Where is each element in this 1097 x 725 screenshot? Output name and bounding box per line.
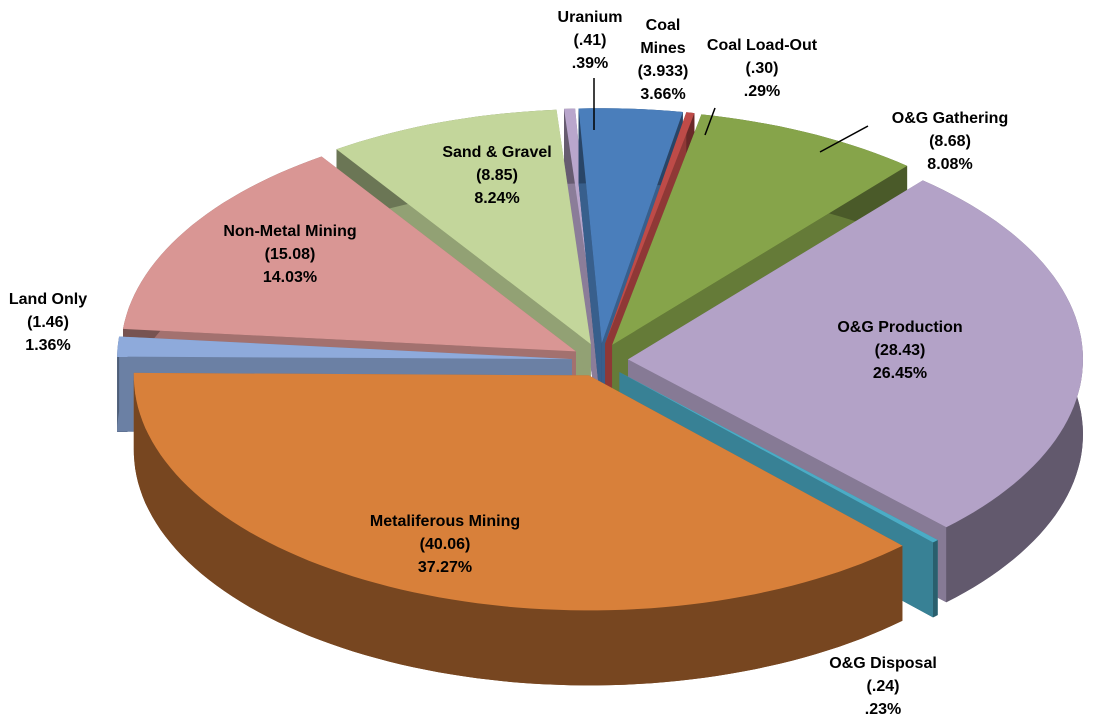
- label-name: Sand & Gravel: [442, 144, 552, 161]
- slice-top: [605, 112, 695, 344]
- slice: [133, 372, 903, 686]
- label-percent: 1.36%: [25, 337, 71, 354]
- label-name: Coal Mines: [640, 17, 686, 57]
- slice-top: [578, 108, 683, 344]
- slice-top: [628, 180, 1083, 528]
- slice-top: [133, 372, 903, 611]
- label-value: (15.08): [264, 246, 316, 263]
- label-name: O&G Disposal: [829, 655, 937, 672]
- label-percent: .29%: [743, 83, 781, 100]
- slice-label: Non-Metal Mining (15.08) 14.03%: [223, 220, 356, 289]
- label-percent: 8.08%: [927, 156, 973, 173]
- slice-wall: [133, 372, 903, 686]
- slice-top: [117, 336, 572, 360]
- label-name: Non-Metal Mining: [223, 223, 357, 240]
- leader-line: [704, 107, 716, 136]
- slice-top: [619, 372, 938, 543]
- slice-label: Sand & Gravel (8.85) 8.24%: [442, 141, 551, 210]
- slice-top: [336, 109, 591, 345]
- slice-wall: [933, 540, 938, 618]
- label-value: (.41): [573, 32, 607, 49]
- label-value: (8.68): [929, 133, 971, 150]
- label-percent: .39%: [571, 55, 609, 72]
- label-percent: .23%: [864, 701, 902, 718]
- label-value: (.30): [745, 60, 779, 77]
- slice-label: O&G Production (28.43) 26.45%: [837, 316, 962, 385]
- label-percent: 37.27%: [417, 559, 473, 576]
- label-percent: 8.24%: [474, 190, 520, 207]
- slice-label: O&G Gathering (8.68) 8.08%: [892, 107, 1008, 176]
- slice-label: Metaliferous Mining (40.06) 37.27%: [370, 510, 520, 579]
- label-name: Uranium: [557, 9, 623, 26]
- slice-top: [612, 114, 908, 345]
- label-name: Coal Load-Out: [706, 37, 818, 54]
- label-value: (28.43): [874, 342, 926, 359]
- slice-label: O&G Disposal (.24) .23%: [829, 652, 937, 721]
- label-value: (1.46): [27, 314, 69, 331]
- label-value: (8.85): [476, 167, 518, 184]
- slice-label: Coal Mines (3.933) 3.66%: [633, 14, 693, 106]
- slice-top: [123, 156, 576, 352]
- label-value: (.24): [866, 678, 900, 695]
- label-name: O&G Gathering: [891, 110, 1009, 127]
- label-value: (40.06): [419, 536, 471, 553]
- slice-label: Coal Load-Out (.30) .29%: [707, 34, 817, 103]
- slice-wall: [117, 336, 120, 432]
- label-name: Metaliferous Mining: [369, 513, 521, 530]
- label-percent: 26.45%: [872, 365, 928, 382]
- slice-label: Uranium (.41) .39%: [558, 6, 623, 75]
- label-percent: 14.03%: [262, 269, 318, 286]
- leader-line: [819, 125, 869, 153]
- slice-side: [578, 108, 602, 419]
- label-percent: 3.66%: [640, 86, 686, 103]
- label-name: O&G Production: [837, 319, 963, 336]
- label-name: Land Only: [8, 291, 88, 308]
- slice-label: Land Only (1.46) 1.36%: [9, 288, 87, 357]
- label-value: (3.933): [637, 63, 689, 80]
